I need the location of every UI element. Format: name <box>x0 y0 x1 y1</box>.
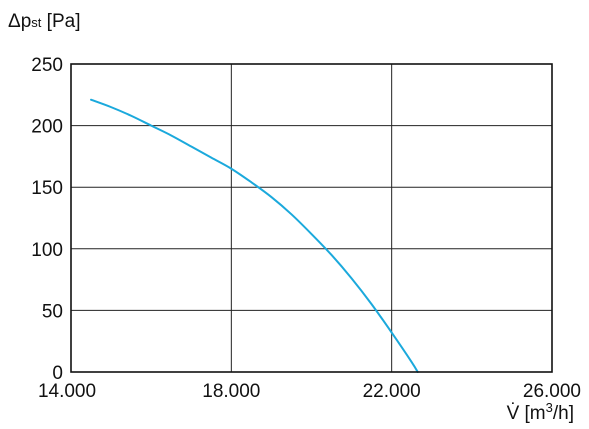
x-tick-label: 18.000 <box>202 381 260 402</box>
series-line-0 <box>90 98 419 373</box>
y-tick-label: 0 <box>52 363 63 384</box>
y-axis-title-subscript: st <box>31 15 42 30</box>
y-tick-label: 250 <box>31 55 63 76</box>
x-axis-title-main: V̇ [m <box>507 403 546 424</box>
series-layer <box>90 98 419 373</box>
grid-lines <box>70 63 553 373</box>
y-tick-label: 200 <box>31 117 63 138</box>
x-axis-title: V̇ [m3/h] <box>507 400 574 424</box>
x-tick-label: 26.000 <box>523 381 581 402</box>
y-axis-title: Δpst [Pa] <box>8 11 80 32</box>
tick-labels: 0 50 100 150 200 250 14.000 18.000 22.000 26.000 <box>31 55 581 402</box>
plot-frame <box>70 63 553 373</box>
y-axis-title-unit: [Pa] <box>41 11 80 32</box>
y-tick-label: 100 <box>31 240 63 261</box>
y-axis-title-main: Δp <box>8 11 31 32</box>
x-tick-label: 14.000 <box>38 381 96 402</box>
y-tick-label: 50 <box>42 301 63 322</box>
x-tick-label: 22.000 <box>363 381 421 402</box>
x-axis-title-superscript: 3 <box>546 400 553 415</box>
y-tick-label: 150 <box>31 178 63 199</box>
x-axis-title-tail: /h] <box>553 403 574 424</box>
